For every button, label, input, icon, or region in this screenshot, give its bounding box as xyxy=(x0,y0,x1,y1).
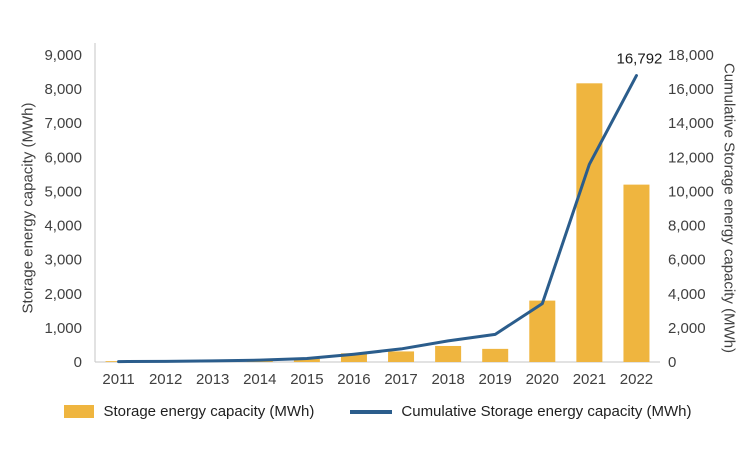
x-axis-label-2015: 2015 xyxy=(290,371,323,388)
bar-swatch-icon xyxy=(64,405,95,418)
right-axis-tick: 2,000 xyxy=(668,320,706,337)
legend-item-bars: Storage energy capacity (MWh) xyxy=(64,403,314,420)
x-axis-label-2021: 2021 xyxy=(573,371,606,388)
left-axis-tick: 6,000 xyxy=(44,149,82,166)
right-axis-tick: 12,000 xyxy=(668,149,714,166)
x-axis-label-2018: 2018 xyxy=(431,371,464,388)
left-axis-tick: 4,000 xyxy=(44,218,82,235)
x-axis-label-2022: 2022 xyxy=(620,371,653,388)
right-axis-tick: 0 xyxy=(668,354,676,371)
bar-2022 xyxy=(623,184,650,362)
legend-item-line: Cumulative Storage energy capacity (MWh) xyxy=(350,403,692,420)
x-axis-label-2014: 2014 xyxy=(243,371,276,388)
left-axis-tick: 3,000 xyxy=(44,252,82,269)
x-axis-label-2019: 2019 xyxy=(479,371,512,388)
right-axis-tick: 16,000 xyxy=(668,81,714,98)
bar-2015 xyxy=(293,358,320,362)
right-axis-tick: 8,000 xyxy=(668,218,706,235)
cumulative-line xyxy=(117,74,638,364)
right-axis-tick: 14,000 xyxy=(668,115,714,132)
x-axis-label-2011: 2011 xyxy=(102,371,134,388)
x-axis-label-2012: 2012 xyxy=(149,371,182,388)
left-axis-tick: 9,000 xyxy=(44,47,82,64)
left-axis-tick: 0 xyxy=(74,354,82,371)
right-axis-tick: 6,000 xyxy=(668,252,706,269)
line-end-data-label: 16,792 xyxy=(617,51,663,68)
left-axis-tick: 7,000 xyxy=(44,115,82,132)
bar-2016 xyxy=(340,353,367,362)
x-axis-label-2020: 2020 xyxy=(526,371,559,388)
chart-plot: 0 1,000 2,000 3,000 4,000 5,000 6,000 7,000 8,00… xyxy=(44,43,714,388)
line-swatch-icon xyxy=(350,409,393,414)
x-axis-label-2016: 2016 xyxy=(337,371,370,388)
bar-2018 xyxy=(435,345,462,362)
bar-2021 xyxy=(576,83,603,362)
legend-label-line: Cumulative Storage energy capacity (MWh) xyxy=(401,403,692,420)
right-axis-tick: 10,000 xyxy=(668,183,714,200)
legend: Storage energy capacity (MWh) Cumulative… xyxy=(0,403,756,420)
right-axis-tick: 18,000 xyxy=(668,47,714,64)
left-axis-tick: 2,000 xyxy=(44,286,82,303)
bar-2017 xyxy=(388,351,415,362)
left-axis-tick: 1,000 xyxy=(44,320,82,337)
right-axis-tick: 4,000 xyxy=(668,286,706,303)
x-axis-label-2017: 2017 xyxy=(384,371,417,388)
legend-label-bars: Storage energy capacity (MWh) xyxy=(103,403,315,420)
bar-2019 xyxy=(482,348,509,362)
right-axis-title: Cumulative Storage energy capacity (MWh) xyxy=(720,62,738,354)
x-axis-label-2013: 2013 xyxy=(196,371,229,388)
left-axis-tick: 5,000 xyxy=(44,183,82,200)
left-axis-tick: 8,000 xyxy=(44,81,82,98)
